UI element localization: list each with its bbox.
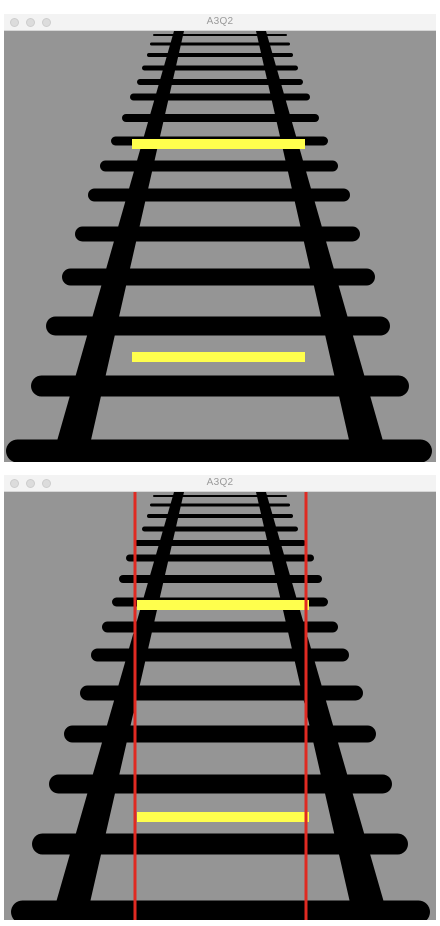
railroad-tie (150, 503, 290, 507)
railroad-tie (80, 685, 363, 701)
vertical-guide-lines (133, 492, 308, 920)
app-window-bottom: A3Q2 (4, 475, 436, 920)
highlight-bar (132, 139, 305, 149)
railroad-tie (150, 42, 290, 46)
railroad-tie (102, 621, 338, 633)
railroad-tie (153, 495, 287, 497)
railroad-rail (256, 492, 389, 920)
railroad-tie (130, 93, 310, 101)
railroad-tie (91, 648, 349, 662)
railroad-tie (31, 375, 409, 397)
railroad-illusion-canvas (6, 31, 432, 462)
highlight-bar (137, 812, 309, 822)
window-titlebar[interactable]: A3Q2 (4, 14, 436, 31)
minimize-window-button[interactable] (26, 479, 35, 488)
railroad-tie (11, 900, 430, 920)
window-title: A3Q2 (206, 477, 234, 488)
railroad-tie (64, 725, 376, 743)
railroad-ties (6, 34, 432, 462)
railroad-tie (119, 575, 322, 583)
window-titlebar[interactable]: A3Q2 (4, 475, 436, 492)
railroad-tie (88, 188, 350, 202)
railroad-tie (142, 65, 298, 71)
highlight-bar (132, 352, 305, 362)
window-title: A3Q2 (206, 16, 234, 27)
close-window-button[interactable] (10, 479, 19, 488)
railroad-tie (122, 114, 319, 122)
railroad-tie (100, 160, 338, 172)
minimize-window-button[interactable] (26, 18, 35, 27)
railroad-rail (256, 31, 389, 462)
railroad-tie (46, 316, 390, 336)
railroad-tie (147, 53, 293, 57)
railroad-tie (134, 540, 306, 546)
railroad-illusion-canvas (11, 492, 430, 920)
railroad-tie (137, 79, 303, 85)
vertical-guide-line (133, 492, 137, 920)
railroad-tie (142, 526, 298, 532)
zoom-window-button[interactable] (42, 18, 51, 27)
railroad-rail (51, 492, 184, 920)
railroad-rail (51, 31, 184, 462)
railroad-tie (75, 226, 360, 242)
app-window-top: A3Q2 (4, 14, 436, 462)
railroad-tie (32, 833, 408, 855)
railroad-rails (51, 492, 389, 920)
railroad-tie (153, 34, 287, 36)
railroad-tie (147, 514, 293, 518)
railroad-tie (62, 268, 375, 286)
highlight-bar (137, 600, 309, 610)
railroad-tie (6, 439, 432, 462)
vertical-guide-line (304, 492, 308, 920)
highlight-bars (137, 600, 309, 822)
highlight-bars (132, 139, 305, 362)
railroad-rails (51, 31, 389, 462)
railroad-tie (126, 554, 314, 562)
zoom-window-button[interactable] (42, 479, 51, 488)
close-window-button[interactable] (10, 18, 19, 27)
